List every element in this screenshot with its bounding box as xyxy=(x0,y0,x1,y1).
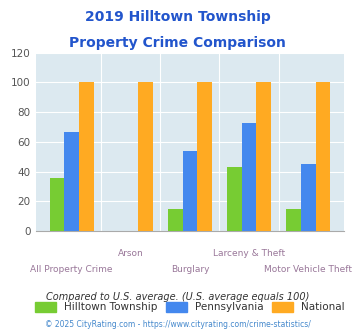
Text: Burglary: Burglary xyxy=(171,265,209,274)
Bar xyxy=(182,151,197,231)
Bar xyxy=(168,209,182,231)
Bar xyxy=(256,82,271,231)
Text: Motor Vehicle Theft: Motor Vehicle Theft xyxy=(264,265,352,274)
Text: © 2025 CityRating.com - https://www.cityrating.com/crime-statistics/: © 2025 CityRating.com - https://www.city… xyxy=(45,320,310,329)
Bar xyxy=(50,178,64,231)
Bar xyxy=(138,82,153,231)
Text: Larceny & Theft: Larceny & Theft xyxy=(213,249,285,258)
Text: Arson: Arson xyxy=(118,249,144,258)
Bar xyxy=(286,209,301,231)
Legend: Hilltown Township, Pennsylvania, National: Hilltown Township, Pennsylvania, Nationa… xyxy=(32,299,348,315)
Bar xyxy=(64,131,79,231)
Bar xyxy=(197,82,212,231)
Bar xyxy=(301,164,316,231)
Text: Property Crime Comparison: Property Crime Comparison xyxy=(69,36,286,50)
Bar xyxy=(316,82,330,231)
Text: All Property Crime: All Property Crime xyxy=(31,265,113,274)
Bar xyxy=(79,82,94,231)
Bar xyxy=(242,122,256,231)
Text: 2019 Hilltown Township: 2019 Hilltown Township xyxy=(84,10,271,24)
Text: Compared to U.S. average. (U.S. average equals 100): Compared to U.S. average. (U.S. average … xyxy=(46,292,309,302)
Bar xyxy=(227,167,242,231)
